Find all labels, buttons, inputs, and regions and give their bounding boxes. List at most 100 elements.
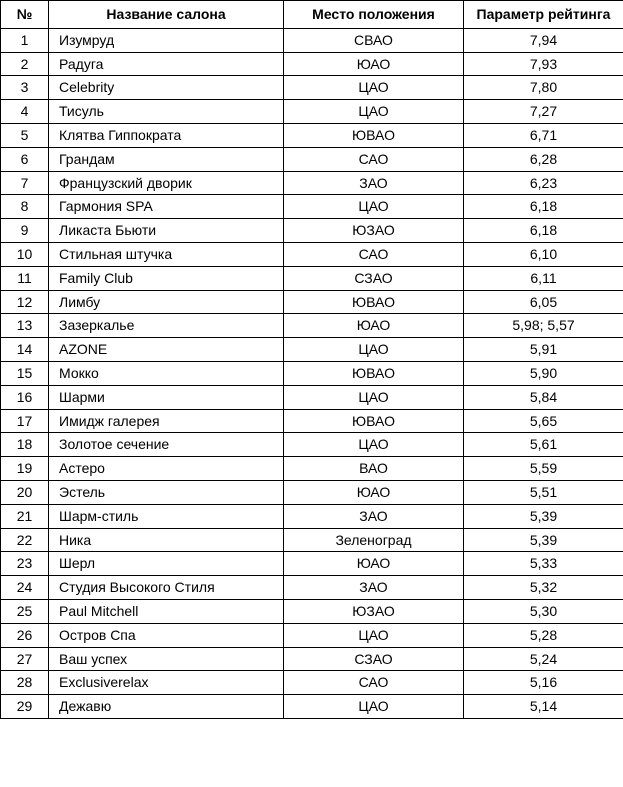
cell-name: Ваш успех bbox=[49, 647, 284, 671]
cell-num: 1 bbox=[1, 28, 49, 52]
cell-num: 19 bbox=[1, 457, 49, 481]
cell-rating: 6,28 bbox=[464, 147, 623, 171]
cell-num: 25 bbox=[1, 599, 49, 623]
cell-location: ЦАО bbox=[284, 338, 464, 362]
table-body: 1ИзумрудСВАО7,942РадугаЮАО7,933Celebrity… bbox=[1, 28, 623, 718]
table-row: 9Ликаста БьютиЮЗАО6,18 bbox=[1, 219, 623, 243]
cell-rating: 5,59 bbox=[464, 457, 623, 481]
table-row: 26Остров СпаЦАО5,28 bbox=[1, 623, 623, 647]
cell-location: ЦАО bbox=[284, 623, 464, 647]
cell-name: Гармония SPA bbox=[49, 195, 284, 219]
header-location: Место положения bbox=[284, 1, 464, 29]
cell-num: 15 bbox=[1, 361, 49, 385]
table-row: 25Paul MitchellЮЗАО5,30 bbox=[1, 599, 623, 623]
cell-name: Эстель bbox=[49, 480, 284, 504]
cell-location: ЮАО bbox=[284, 480, 464, 504]
table-row: 4ТисульЦАО7,27 bbox=[1, 100, 623, 124]
cell-name: Грандам bbox=[49, 147, 284, 171]
cell-location: ЗАО bbox=[284, 504, 464, 528]
cell-rating: 5,30 bbox=[464, 599, 623, 623]
cell-num: 14 bbox=[1, 338, 49, 362]
cell-num: 3 bbox=[1, 76, 49, 100]
cell-num: 22 bbox=[1, 528, 49, 552]
cell-num: 5 bbox=[1, 123, 49, 147]
table-row: 27Ваш успехСЗАО5,24 bbox=[1, 647, 623, 671]
table-row: 19АстероВАО5,59 bbox=[1, 457, 623, 481]
cell-location: САО bbox=[284, 671, 464, 695]
cell-location: ЦАО bbox=[284, 100, 464, 124]
cell-num: 23 bbox=[1, 552, 49, 576]
cell-rating: 5,61 bbox=[464, 433, 623, 457]
cell-name: Ника bbox=[49, 528, 284, 552]
cell-num: 6 bbox=[1, 147, 49, 171]
cell-rating: 5,65 bbox=[464, 409, 623, 433]
cell-rating: 5,91 bbox=[464, 338, 623, 362]
table-row: 29ДежавюЦАО5,14 bbox=[1, 695, 623, 719]
cell-location: ЮВАО bbox=[284, 409, 464, 433]
cell-rating: 6,18 bbox=[464, 195, 623, 219]
cell-location: САО bbox=[284, 242, 464, 266]
cell-num: 8 bbox=[1, 195, 49, 219]
table-row: 18Золотое сечениеЦАО5,61 bbox=[1, 433, 623, 457]
cell-name: Радуга bbox=[49, 52, 284, 76]
cell-location: ЮВАО bbox=[284, 361, 464, 385]
cell-num: 18 bbox=[1, 433, 49, 457]
cell-location: ЦАО bbox=[284, 695, 464, 719]
cell-rating: 5,51 bbox=[464, 480, 623, 504]
cell-location: ЮВАО bbox=[284, 123, 464, 147]
table-row: 13ЗазеркальеЮАО5,98; 5,57 bbox=[1, 314, 623, 338]
table-head: № Название салона Место положения Параме… bbox=[1, 1, 623, 29]
cell-name: Астеро bbox=[49, 457, 284, 481]
cell-name: Студия Высокого Стиля bbox=[49, 576, 284, 600]
cell-name: Celebrity bbox=[49, 76, 284, 100]
cell-location: ЮВАО bbox=[284, 290, 464, 314]
cell-rating: 6,71 bbox=[464, 123, 623, 147]
cell-num: 21 bbox=[1, 504, 49, 528]
table-row: 3CelebrityЦАО7,80 bbox=[1, 76, 623, 100]
cell-rating: 5,32 bbox=[464, 576, 623, 600]
cell-num: 29 bbox=[1, 695, 49, 719]
cell-rating: 5,90 bbox=[464, 361, 623, 385]
cell-location: ЦАО bbox=[284, 433, 464, 457]
cell-name: Мокко bbox=[49, 361, 284, 385]
cell-num: 27 bbox=[1, 647, 49, 671]
cell-location: СЗАО bbox=[284, 266, 464, 290]
salon-rating-table: № Название салона Место положения Параме… bbox=[0, 0, 623, 719]
cell-rating: 5,28 bbox=[464, 623, 623, 647]
cell-num: 11 bbox=[1, 266, 49, 290]
cell-location: ЮЗАО bbox=[284, 219, 464, 243]
cell-rating: 5,33 bbox=[464, 552, 623, 576]
cell-location: ВАО bbox=[284, 457, 464, 481]
cell-location: СВАО bbox=[284, 28, 464, 52]
cell-location: ЗАО bbox=[284, 576, 464, 600]
header-rating: Параметр рейтинга bbox=[464, 1, 623, 29]
cell-name: Изумруд bbox=[49, 28, 284, 52]
cell-name: Тисуль bbox=[49, 100, 284, 124]
cell-rating: 6,23 bbox=[464, 171, 623, 195]
table-row: 6ГрандамСАО6,28 bbox=[1, 147, 623, 171]
cell-rating: 6,05 bbox=[464, 290, 623, 314]
table-row: 10Стильная штучкаСАО6,10 bbox=[1, 242, 623, 266]
table-row: 7Французский дворикЗАО6,23 bbox=[1, 171, 623, 195]
cell-rating: 7,94 bbox=[464, 28, 623, 52]
table-row: 5Клятва ГиппократаЮВАО6,71 bbox=[1, 123, 623, 147]
cell-name: Остров Спа bbox=[49, 623, 284, 647]
cell-num: 7 bbox=[1, 171, 49, 195]
table-row: 22НикаЗеленоград5,39 bbox=[1, 528, 623, 552]
table-row: 24Студия Высокого СтиляЗАО5,32 bbox=[1, 576, 623, 600]
cell-location: Зеленоград bbox=[284, 528, 464, 552]
table-row: 11Family ClubСЗАО6,11 bbox=[1, 266, 623, 290]
cell-name: Ликаста Бьюти bbox=[49, 219, 284, 243]
cell-num: 10 bbox=[1, 242, 49, 266]
table-row: 17Имидж галереяЮВАО5,65 bbox=[1, 409, 623, 433]
cell-location: ЦАО bbox=[284, 195, 464, 219]
cell-num: 4 bbox=[1, 100, 49, 124]
cell-location: ЦАО bbox=[284, 76, 464, 100]
table-row: 16ШармиЦАО5,84 bbox=[1, 385, 623, 409]
table-row: 23ШерлЮАО5,33 bbox=[1, 552, 623, 576]
cell-num: 17 bbox=[1, 409, 49, 433]
cell-name: Золотое сечение bbox=[49, 433, 284, 457]
cell-num: 26 bbox=[1, 623, 49, 647]
cell-name: AZONE bbox=[49, 338, 284, 362]
cell-location: СЗАО bbox=[284, 647, 464, 671]
